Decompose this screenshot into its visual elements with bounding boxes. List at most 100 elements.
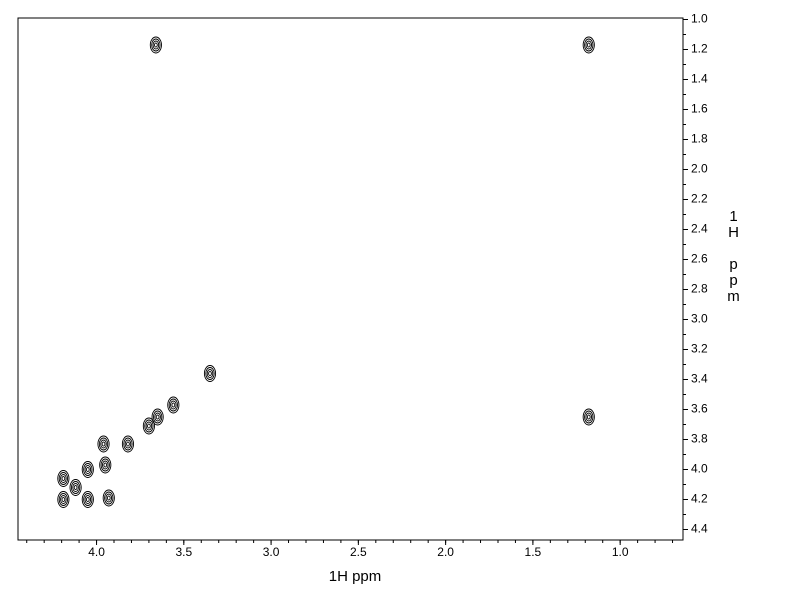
y-tick-label: 4.0 (691, 462, 708, 476)
contour (121, 435, 135, 453)
contour (99, 456, 112, 474)
y-tick-label: 1.4 (691, 72, 708, 86)
contour (84, 465, 92, 474)
cross-peak (81, 461, 94, 478)
y-tick-label: 3.4 (691, 372, 708, 386)
contour (206, 369, 214, 378)
cross-peak (151, 408, 164, 426)
contour (104, 491, 114, 505)
cross-peak (99, 456, 112, 474)
contour (85, 467, 90, 472)
contour (58, 472, 69, 485)
contour (151, 408, 164, 426)
contour (142, 417, 155, 435)
cross-peak (121, 435, 135, 453)
contour (584, 38, 594, 52)
contour (151, 38, 161, 52)
contour (582, 408, 595, 426)
y-tick-label: 4.2 (691, 492, 708, 506)
contour (208, 371, 212, 376)
contour (81, 491, 94, 508)
contour (584, 410, 594, 424)
contour (585, 40, 592, 50)
y-tick-label: 2.0 (691, 162, 708, 176)
contour (167, 396, 180, 414)
contour (83, 463, 93, 476)
contour (585, 412, 592, 422)
contour (171, 402, 176, 408)
y-tick-label: 2.4 (691, 222, 708, 236)
contour (152, 410, 163, 424)
contour (126, 441, 130, 447)
plot-frame (17, 17, 684, 541)
contour (149, 36, 162, 54)
cross-peak (57, 470, 70, 487)
x-axis-label: 1H ppm (329, 568, 382, 585)
x-tick-label: 4.0 (88, 545, 105, 559)
x-tick-label: 3.5 (175, 545, 192, 559)
contour (144, 419, 154, 433)
contour (60, 495, 67, 504)
y-tick-label: 3.0 (691, 312, 708, 326)
cross-peak (582, 36, 595, 54)
y-tick-label: 2.8 (691, 282, 708, 296)
contour (101, 441, 106, 447)
y-tick-label: 2.6 (691, 252, 708, 266)
contour (61, 476, 66, 481)
y-tick-label: 3.2 (691, 342, 708, 356)
contour (106, 495, 111, 501)
y-tick-label: 1.8 (691, 132, 708, 146)
contour (105, 493, 113, 503)
contour (582, 36, 595, 54)
contour (97, 435, 110, 453)
contour (61, 497, 66, 502)
contour (57, 491, 70, 508)
contour (98, 437, 109, 451)
contour (102, 460, 109, 470)
cross-peak (69, 479, 82, 496)
cross-peak (142, 417, 155, 435)
contour (81, 461, 94, 478)
contour (154, 412, 161, 422)
contour (69, 479, 82, 496)
contour (154, 42, 158, 48)
contour (84, 495, 92, 504)
contour (205, 367, 215, 380)
contour (155, 414, 160, 420)
contour (60, 474, 67, 483)
y-tick-label: 2.2 (691, 192, 708, 206)
x-tick-label: 1.5 (525, 545, 542, 559)
x-tick-label: 3.0 (263, 545, 280, 559)
y-tick-label: 1.6 (691, 102, 708, 116)
contour (100, 439, 107, 449)
y-tick-label: 3.6 (691, 402, 708, 416)
contour (57, 470, 70, 487)
contour (152, 40, 160, 50)
contour (170, 400, 177, 410)
contour (100, 458, 110, 472)
x-tick-label: 2.0 (437, 545, 454, 559)
cross-peak (203, 365, 217, 382)
y-tick-label: 4.4 (691, 522, 708, 536)
contour (58, 493, 69, 506)
contour (73, 485, 78, 490)
contour (102, 489, 115, 507)
contour (203, 365, 217, 382)
cross-peak (582, 408, 595, 426)
cross-peak (167, 396, 180, 414)
contour (123, 437, 133, 451)
contour (145, 421, 153, 431)
y-tick-label: 3.8 (691, 432, 708, 446)
y-axis-label: 1H ppm (725, 208, 742, 304)
y-tick-label: 1.2 (691, 42, 708, 56)
contour (124, 439, 132, 449)
contour (85, 497, 90, 502)
contour (83, 493, 93, 506)
contour (586, 42, 591, 48)
cross-peak (149, 36, 162, 54)
cross-peak (57, 491, 70, 508)
cross-peak (97, 435, 110, 453)
contour (147, 423, 151, 429)
